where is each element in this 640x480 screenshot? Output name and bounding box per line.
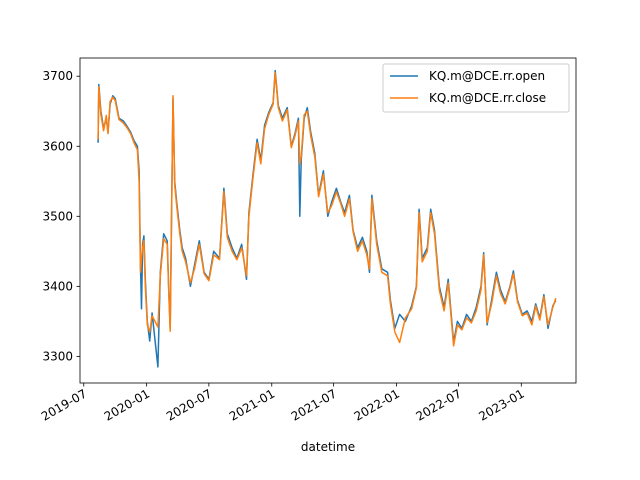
y-tick-label-3400: 3400 (42, 279, 73, 293)
legend-label-close: KQ.m@DCE.rr.close (429, 91, 546, 105)
plot-area-frame (79, 57, 577, 384)
legend-frame (382, 63, 570, 113)
y-tick-label-3300: 3300 (42, 349, 73, 363)
series-layer (97, 69, 557, 368)
y-tick-label-3700: 3700 (42, 69, 73, 83)
x-axis-label: datetime (301, 440, 355, 454)
legend: KQ.m@DCE.rr.open KQ.m@DCE.rr.close (382, 63, 570, 113)
legend-label-open: KQ.m@DCE.rr.open (429, 69, 545, 83)
y-tick-label-3500: 3500 (42, 209, 73, 223)
y-axis: 3300 3400 3500 3600 3700 (42, 69, 80, 363)
series-line-close (97, 71, 557, 347)
y-tick-label-3600: 3600 (42, 139, 73, 153)
